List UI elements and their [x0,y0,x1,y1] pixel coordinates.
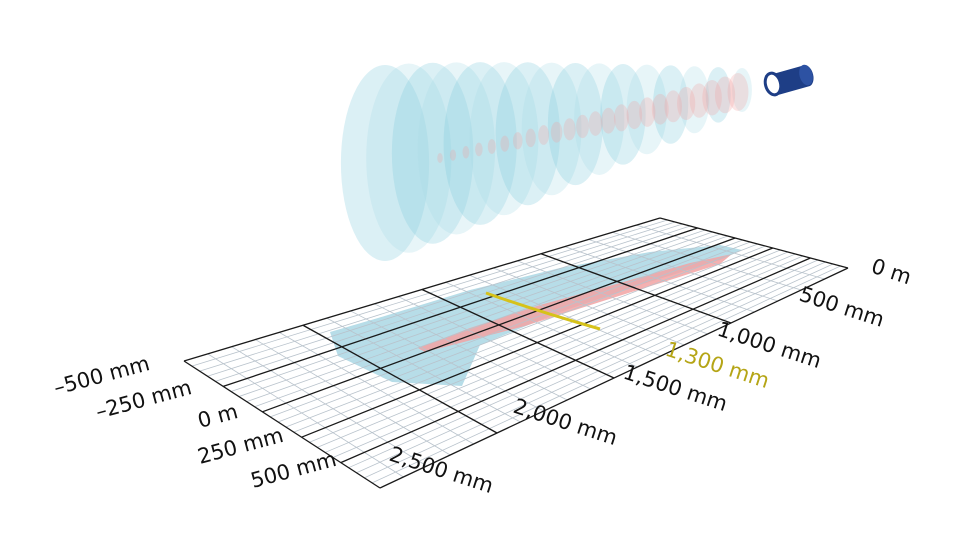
inner-field-cone [437,73,749,163]
inner-field-disc [512,132,523,150]
outer-field-disc [469,62,539,216]
grid-line-fine [469,274,661,357]
distance-highlight-line [485,291,601,331]
grid-line-major [222,227,698,388]
outer-field-disc [340,65,430,261]
inner-field-disc [487,139,496,154]
lateral-axis: –500 mm –250 mm 0 m 250 mm 500 mm [51,351,339,493]
lateral-tick-label: 0 m [195,399,240,433]
inner-field-disc [462,146,470,159]
inner-field-disc [449,149,457,161]
grid-line-fine [636,224,825,280]
grid-line-fine [207,353,404,478]
outer-field-disc [417,62,496,235]
outer-field-disc [732,68,752,112]
inner-field-disc [550,121,563,143]
grid-line-major [540,253,732,324]
outer-field-disc [574,63,625,175]
grid-line-major [421,288,615,379]
grid-line-fine [445,281,638,368]
ground-plane [183,217,849,489]
inner-field-disc [689,83,709,118]
distance-tick-label: 2,500 mm [386,442,496,498]
grid-line-fine [517,260,708,335]
grid-line-major [302,324,498,434]
grid-line-fine [231,346,428,467]
grid-line-fine [374,303,568,401]
grid-line-major [183,217,661,362]
outer-field-disc [626,64,667,155]
inner-field-disc [576,114,589,139]
inner-field-disc [714,76,736,114]
grid-line-fine [493,267,685,346]
grid-line-major [262,237,736,413]
grid-line-fine [612,231,802,291]
outer-field-disc [600,64,646,165]
inner-field-disc [437,153,443,163]
inner-field-disc [500,135,510,152]
outer-field-disc [443,62,517,225]
inner-field-disc [677,86,696,121]
grid-line-fine [279,332,474,445]
distance-tick-label: 500 mm [796,282,887,332]
grid-line-major [301,247,774,438]
grid-line-fine [326,317,521,423]
detection-field-volume [340,62,752,261]
inner-field-disc [601,107,616,134]
major-grid [183,217,849,489]
inner-field-disc [538,125,550,145]
outer-field-disc [521,62,582,196]
outer-field-disc [391,62,474,244]
grid-line-fine [350,310,544,412]
inner-field-disc [651,93,669,125]
grid-line-major [659,217,849,269]
sensor-cylinder-icon [763,64,814,97]
grid-line-fine [398,296,591,390]
outer-field-cone [340,62,752,261]
grid-line-major [183,360,381,489]
grid-line-major [379,267,849,489]
inner-field-disc [626,100,643,130]
grid-line-fine [564,246,755,313]
outer-field-disc [366,63,452,253]
inner-field-disc [563,118,576,141]
outer-field-disc [679,66,710,134]
lateral-tick-label: 500 mm [248,447,339,493]
inner-field-disc [588,111,603,136]
distance-tick-label: 0 m [868,254,914,289]
distance-tick-label: 2,000 mm [510,394,620,450]
inner-field-disc [639,97,656,127]
grid-line-major [340,257,811,464]
inner-field-disc [664,90,682,123]
inner-field-disc [525,128,536,148]
inner-field-disc [475,142,483,157]
outer-field-disc [495,62,560,206]
grid-line-fine [255,339,451,456]
inner-field-disc [702,79,722,116]
outer-field-disc [652,65,689,144]
outer-field-disc [705,67,731,123]
inner-field-disc [727,73,749,111]
grid-line-fine [588,239,778,302]
outer-field-disc [547,62,603,186]
inner-field-disc [613,104,629,132]
